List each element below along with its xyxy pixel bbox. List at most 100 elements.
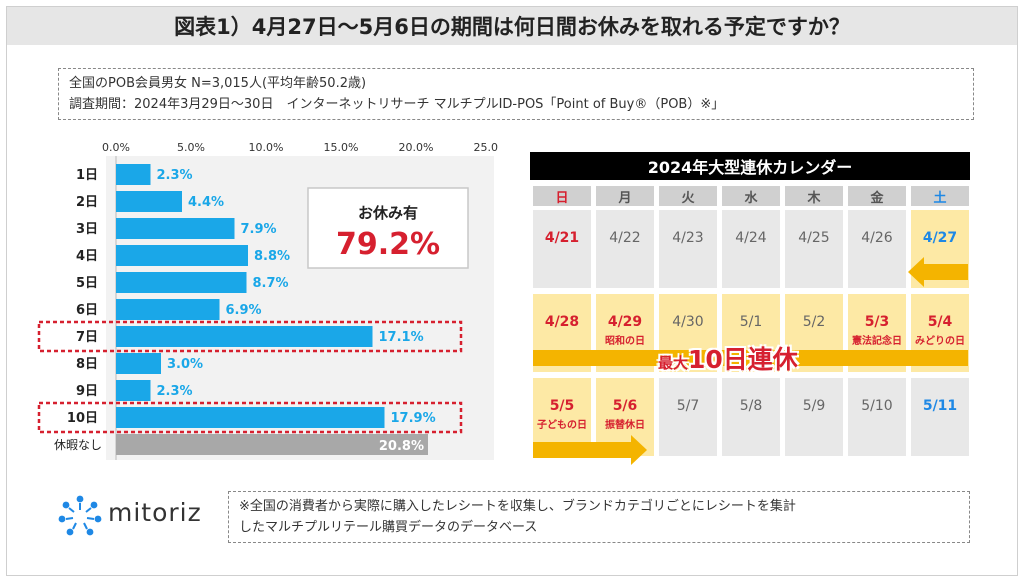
weekday-header: 木 xyxy=(785,186,843,206)
bar xyxy=(116,218,235,239)
bar-value-label: 4.4% xyxy=(188,195,224,210)
calendar-date: 5/4 xyxy=(927,314,953,330)
bar-value-label: 8.7% xyxy=(253,276,289,291)
week3-arrow-tip xyxy=(631,435,647,465)
week2-arrow-band xyxy=(533,350,968,366)
bar xyxy=(116,434,428,455)
calendar-date: 5/3 xyxy=(864,314,890,330)
category-label: 9日 xyxy=(76,384,98,399)
category-label: 2日 xyxy=(76,195,98,210)
max-holiday-prefix: 最大 xyxy=(658,354,689,372)
calendar-day: 4/23 xyxy=(659,210,717,288)
calendar-day: 5/7 xyxy=(659,378,717,456)
mitoriz-logo: mitoriz xyxy=(56,494,226,538)
bar-value-label: 2.3% xyxy=(157,168,193,183)
week1-arrow-tip xyxy=(908,257,924,287)
x-tick-label: 10.0% xyxy=(249,141,284,154)
max-holiday-label: 最大10日連休 xyxy=(654,340,802,376)
bar-value-label: 17.1% xyxy=(379,330,424,345)
category-label: 5日 xyxy=(76,276,98,291)
bar xyxy=(116,191,182,212)
callout-box xyxy=(307,187,469,269)
callout-label: お休み有 xyxy=(358,204,418,222)
bar xyxy=(116,164,151,185)
calendar-day: 4/24 xyxy=(722,210,780,288)
holiday-name: 振替休日 xyxy=(605,420,645,431)
survey-info-box: 全国のPOB会員男女 N=3,015人(平均年齢50.2歳) 調査期間：2024… xyxy=(58,68,974,120)
footnote-line-2: したマルチプルリテール購買データのデータベース xyxy=(239,520,538,535)
calendar-date: 4/21 xyxy=(544,230,580,246)
bar-value-label: 2.3% xyxy=(157,384,193,399)
bar-value-label: 20.8% xyxy=(379,439,424,454)
category-label: 7日 xyxy=(76,330,98,345)
calendar-day: 5/9 xyxy=(785,378,843,456)
calendar-date: 5/8 xyxy=(739,398,763,414)
bar xyxy=(116,272,247,293)
holiday-name: 子どもの日 xyxy=(537,420,587,431)
calendar-date: 5/2 xyxy=(802,314,826,330)
weekday-header: 月 xyxy=(596,186,654,206)
bar-value-label: 7.9% xyxy=(241,222,277,237)
x-tick-label: 25.0% xyxy=(474,141,498,154)
x-tick-label: 0.0% xyxy=(102,141,130,154)
category-label: 8日 xyxy=(76,357,98,372)
calendar-date: 5/5 xyxy=(549,398,575,414)
calendar-date: 5/7 xyxy=(676,398,700,414)
bar xyxy=(116,299,220,320)
calendar-date: 5/6 xyxy=(612,398,638,414)
bar-value-label: 17.9% xyxy=(391,411,436,426)
calendar-date: 4/29 xyxy=(607,314,643,330)
bar xyxy=(116,245,248,266)
weekday-header: 水 xyxy=(722,186,780,206)
highlight-box xyxy=(37,320,463,353)
holiday-name: 昭和の日 xyxy=(605,336,645,347)
bar xyxy=(116,380,151,401)
highlight-box xyxy=(37,401,463,434)
footnote-line-1: ※全国の消費者から実際に購入したレシートを収集し、ブランドカテゴリごとにレシート… xyxy=(239,499,796,514)
max-holiday-days: 10日連休 xyxy=(688,345,798,374)
weekday-header: 日 xyxy=(533,186,591,206)
bar-value-label: 8.8% xyxy=(254,249,290,264)
calendar-title: 2024年大型連休カレンダー xyxy=(530,152,970,180)
weekday-header: 土 xyxy=(911,186,969,206)
calendar-day: 5/8 xyxy=(722,378,780,456)
category-label: 休暇なし xyxy=(54,438,102,452)
survey-period-text: 調査期間：2024年3月29日～30日 インターネットリサーチ マルチプルID-… xyxy=(69,97,725,112)
bar xyxy=(116,326,373,347)
holiday-name: 憲法記念日 xyxy=(852,336,902,347)
calendar-date: 4/30 xyxy=(672,314,704,330)
bar xyxy=(116,353,161,374)
calendar-date: 5/10 xyxy=(861,398,893,414)
calendar-day: 4/25 xyxy=(785,210,843,288)
calendar-date: 4/28 xyxy=(544,314,580,330)
calendar-date: 5/11 xyxy=(922,398,958,414)
category-label: 6日 xyxy=(76,303,98,318)
x-tick-label: 20.0% xyxy=(399,141,434,154)
x-tick-label: 15.0% xyxy=(324,141,359,154)
calendar-date: 4/27 xyxy=(922,230,958,246)
weekday-header: 火 xyxy=(659,186,717,206)
survey-sample-text: 全国のPOB会員男女 N=3,015人(平均年齢50.2歳) xyxy=(69,76,367,91)
calendar-date: 4/25 xyxy=(798,230,830,246)
calendar-day: 4/22 xyxy=(596,210,654,288)
calendar-date: 4/24 xyxy=(735,230,767,246)
calendar-day: 4/26 xyxy=(848,210,906,288)
category-label: 10日 xyxy=(67,411,98,426)
vacation-days-bar-chart: 0.0% 5.0% 10.0% 15.0% 20.0% 25.0% 1日 2.3% 2日 4.4%… xyxy=(37,141,498,460)
calendar-date: 5/9 xyxy=(802,398,826,414)
footnote-box: ※全国の消費者から実際に購入したレシートを収集し、ブランドカテゴリごとにレシート… xyxy=(228,491,970,543)
calendar-day: 5/11 xyxy=(911,378,969,456)
calendar-date: 4/22 xyxy=(609,230,641,246)
outer-frame xyxy=(6,6,1018,576)
week1-arrow-band xyxy=(922,264,968,280)
holiday-name: みどりの日 xyxy=(915,336,965,347)
weekday-header: 金 xyxy=(848,186,906,206)
category-label: 4日 xyxy=(76,249,98,264)
category-label: 3日 xyxy=(76,222,98,237)
x-tick-label: 5.0% xyxy=(177,141,205,154)
bar-value-label: 6.9% xyxy=(226,303,262,318)
mitoriz-logo-icon xyxy=(58,495,102,536)
category-label: 1日 xyxy=(76,168,98,183)
callout-value: 79.2% xyxy=(336,227,440,262)
week3-arrow-band xyxy=(533,442,631,458)
